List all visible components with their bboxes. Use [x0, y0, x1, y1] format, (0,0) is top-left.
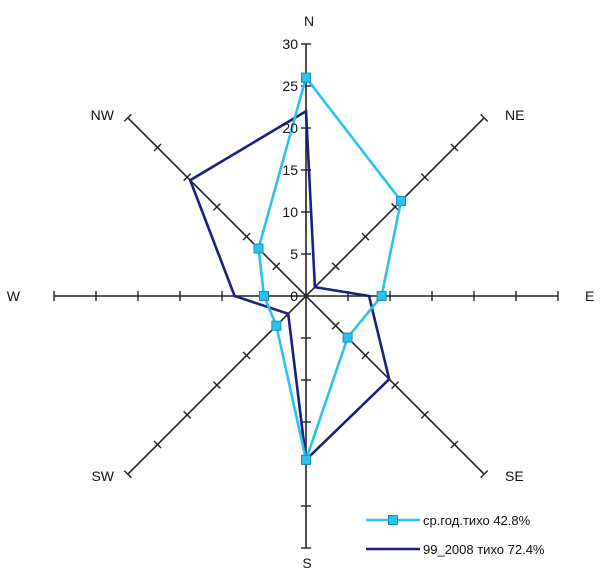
legend-label-series-2: 99_2008 тихо 72.4% [423, 542, 545, 557]
tick-sw-25 [153, 440, 162, 449]
tick-se-5 [331, 321, 340, 330]
tick-nw-30 [123, 113, 132, 122]
tick-ne-20 [420, 173, 429, 182]
radial-tick-label-30: 30 [282, 36, 298, 52]
tick-se-20 [420, 410, 429, 419]
direction-label-nw: NW [91, 107, 115, 123]
direction-label-ne: NE [505, 107, 524, 123]
radial-tick-label-15: 15 [282, 162, 298, 178]
tick-nw-25 [153, 143, 162, 152]
direction-label-w: W [7, 288, 21, 304]
radial-tick-label-5: 5 [290, 246, 298, 262]
tick-sw-30 [123, 470, 132, 479]
direction-label-s: S [302, 555, 311, 571]
direction-label-e: E [585, 288, 594, 304]
legend: ср.год.тихо 42.8% 99_2008 тихо 72.4% [366, 513, 545, 557]
tick-nw-20 [183, 173, 192, 182]
series-1-point-n [301, 72, 311, 83]
series-1-point-s [301, 454, 311, 465]
tick-ne-5 [331, 262, 340, 271]
series-1-point-w [259, 291, 269, 301]
series-1-point-e [376, 291, 387, 301]
tick-se-15 [391, 381, 400, 390]
tick-sw-10 [242, 351, 251, 360]
series-1-point-nw [253, 243, 264, 254]
axes-layer [53, 43, 559, 549]
series-1-point-se [342, 332, 353, 343]
tick-sw-20 [183, 410, 192, 419]
tick-nw-10 [242, 232, 251, 241]
radial-tick-label-0: 0 [290, 288, 298, 304]
tick-se-10 [361, 351, 370, 360]
tick-nw-15 [212, 202, 221, 211]
tick-sw-15 [212, 381, 221, 390]
tick-se-25 [450, 440, 459, 449]
legend-marker-series-1 [388, 515, 398, 525]
series-line-1 [257, 74, 403, 465]
tick-se-30 [480, 470, 489, 479]
labels-layer: 0 5 10 15 20 25 30 N NE E SE S SW W NW [7, 13, 595, 571]
direction-label-se: SE [505, 468, 524, 484]
radial-tick-label-20: 20 [282, 120, 298, 136]
tick-nw-5 [272, 262, 281, 271]
direction-label-sw: SW [91, 468, 114, 484]
series-1-point-ne [396, 195, 407, 206]
radial-tick-label-10: 10 [282, 204, 298, 220]
legend-label-series-1: ср.год.тихо 42.8% [423, 513, 531, 528]
series-layer [188, 72, 407, 465]
tick-ne-10 [361, 232, 370, 241]
series-1-point-sw [271, 320, 282, 331]
tick-ne-25 [450, 143, 459, 152]
direction-label-n: N [304, 13, 314, 29]
radial-tick-label-25: 25 [282, 78, 298, 94]
tick-ne-30 [480, 113, 489, 122]
tick-ne-15 [391, 202, 400, 211]
